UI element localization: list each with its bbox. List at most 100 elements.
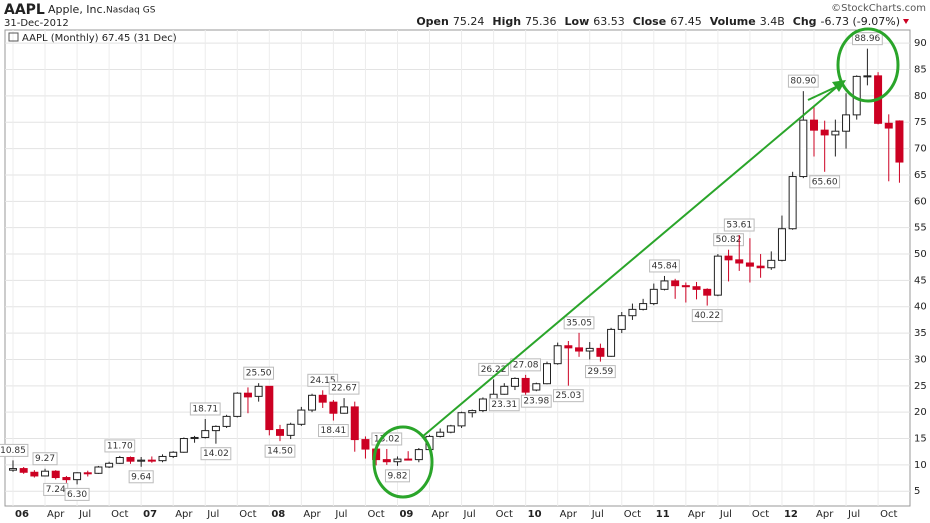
x-tick-label: Jul xyxy=(719,509,732,520)
x-tick-label: Apr xyxy=(688,509,706,520)
quote-value: 63.53 xyxy=(593,15,625,28)
x-tick-label: Jul xyxy=(206,509,219,520)
candle-body xyxy=(884,122,893,129)
candle-body xyxy=(810,119,818,131)
value-label: 11.70 xyxy=(107,441,133,451)
value-label-box xyxy=(723,218,755,232)
y-tick-label: 25 xyxy=(914,381,927,392)
candle-body xyxy=(329,401,338,414)
x-tick-label: Jul xyxy=(78,509,91,520)
symbol: AAPL xyxy=(4,2,45,18)
candle-body xyxy=(532,383,541,391)
value-label-box xyxy=(128,470,154,484)
candle-body xyxy=(190,436,199,440)
value-label-box xyxy=(809,175,841,189)
candle-body xyxy=(724,255,733,261)
legend: AAPL (Monthly) 67.45 (31 Dec) xyxy=(22,33,177,44)
value-label-box xyxy=(243,366,275,380)
date: 31-Dec-2012 xyxy=(4,18,69,29)
x-tick-label: 06 xyxy=(15,509,29,520)
candle-body xyxy=(575,347,584,352)
value-label-box xyxy=(787,74,819,88)
y-tick-label: 5 xyxy=(914,486,920,497)
candle-body xyxy=(660,280,669,290)
candle-body xyxy=(41,470,50,477)
highlight-circle xyxy=(836,27,900,103)
y-tick-label: 65 xyxy=(914,170,927,181)
candle-body xyxy=(308,394,317,411)
candle-body xyxy=(414,449,423,461)
quote: Open 75.24 High 75.36 Low 63.53 Close 67.45 Volu… xyxy=(416,15,900,28)
value-label-box xyxy=(264,444,296,458)
x-tick-label: 09 xyxy=(399,509,413,520)
quote-label: High xyxy=(492,15,521,28)
candle-body xyxy=(777,228,786,261)
value-label-box xyxy=(104,439,136,453)
quote-label: Open xyxy=(416,15,449,28)
candle-body xyxy=(703,288,712,296)
legend-icon xyxy=(8,32,19,42)
candle-body xyxy=(671,280,680,287)
candle-body xyxy=(756,265,765,269)
quote-value: -6.73 (-9.07%) xyxy=(821,15,900,28)
value-label-box xyxy=(318,424,349,438)
value-label: 23.98 xyxy=(523,397,549,407)
candle-body xyxy=(735,259,744,264)
candle-body xyxy=(19,468,28,473)
candle-body xyxy=(83,472,92,475)
x-tick-label: Oct xyxy=(752,509,769,520)
candle-body xyxy=(500,385,509,395)
y-tick-label: 75 xyxy=(914,117,927,128)
candle-body xyxy=(639,303,648,310)
candle-body xyxy=(510,377,519,387)
value-label-box xyxy=(0,443,29,457)
candle-body xyxy=(169,451,178,457)
value-label-box xyxy=(552,389,584,403)
y-tick-label: 85 xyxy=(914,65,927,76)
x-tick-label: Apr xyxy=(560,509,578,520)
value-label: 80.90 xyxy=(790,77,816,87)
candle-body xyxy=(147,459,156,462)
candle-body xyxy=(863,75,872,78)
x-tick-label: Jul xyxy=(334,509,347,520)
quote-value: 3.4B xyxy=(760,15,785,28)
candle-body xyxy=(265,385,274,431)
candle-body xyxy=(318,394,327,403)
quote-label: Volume xyxy=(710,15,756,28)
x-tick-label: 10 xyxy=(528,509,542,520)
copyright: ©StockCharts.com xyxy=(831,3,926,14)
value-label-box xyxy=(510,358,542,372)
x-tick-label: Oct xyxy=(367,509,384,520)
candle-body xyxy=(788,176,797,230)
x-tick-label: 07 xyxy=(143,509,157,520)
y-tick-label: 70 xyxy=(914,144,927,155)
quote-label: Close xyxy=(633,15,666,28)
value-label: 40.22 xyxy=(694,311,720,321)
quote-value: 75.24 xyxy=(453,15,485,28)
y-tick-label: 50 xyxy=(914,249,927,260)
value-label-box xyxy=(691,309,723,323)
value-label-box xyxy=(852,32,883,46)
arrow xyxy=(421,85,839,438)
value-label: 45.84 xyxy=(652,261,678,271)
candle-body xyxy=(478,398,487,412)
value-label: 53.61 xyxy=(726,221,752,231)
value-label-box xyxy=(200,447,232,461)
value-label: 6.30 xyxy=(67,490,87,500)
candle-body xyxy=(361,439,370,450)
value-label: 9.27 xyxy=(35,454,55,464)
y-tick-label: 40 xyxy=(914,302,927,313)
down-arrow xyxy=(903,19,909,24)
candle-body xyxy=(254,385,263,397)
company: Apple, Inc. xyxy=(48,3,106,16)
candle-body xyxy=(297,409,306,425)
candle-body xyxy=(243,392,252,398)
value-label-box xyxy=(384,469,411,483)
candle-body xyxy=(126,457,135,462)
candle-body xyxy=(607,328,616,357)
candle-body xyxy=(340,406,349,414)
value-label: 14.50 xyxy=(267,447,293,457)
value-label: 18.41 xyxy=(321,426,347,436)
value-label: 22.67 xyxy=(331,384,357,394)
x-tick-label: Jul xyxy=(847,509,860,520)
